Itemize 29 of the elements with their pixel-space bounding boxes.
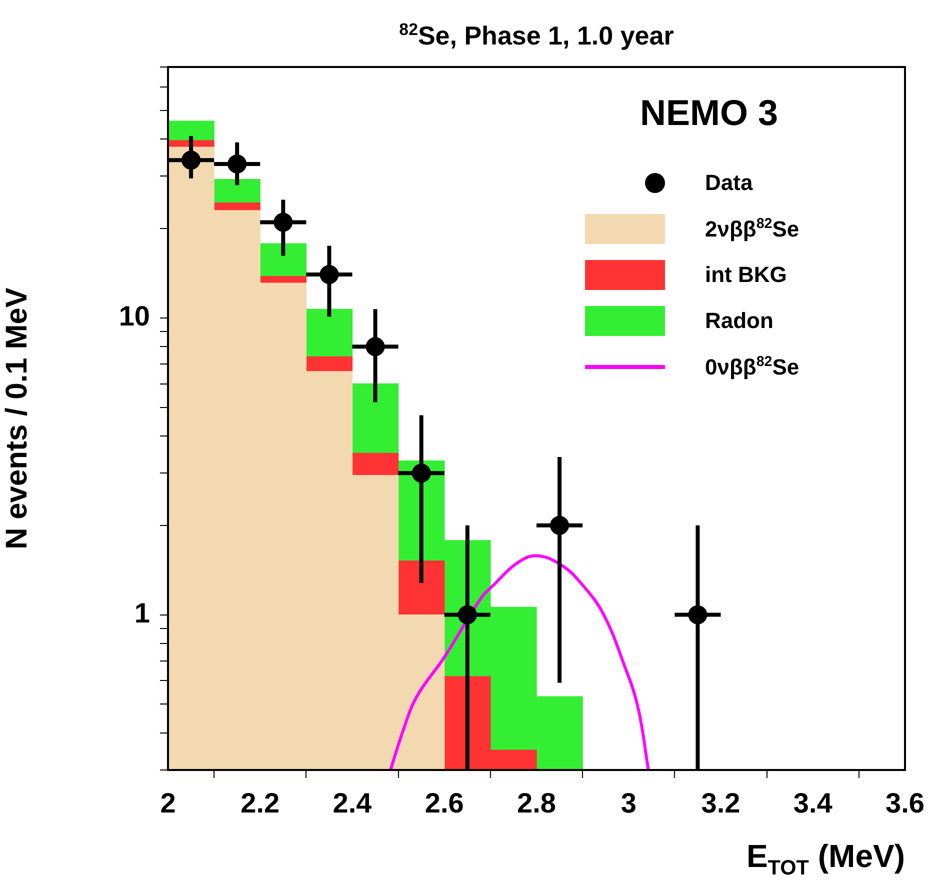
legend-label: Data bbox=[705, 170, 753, 196]
y-tick-label: 10 bbox=[118, 300, 150, 332]
x-axis-title: E$_{TOT}$ (MeV) bbox=[746, 838, 905, 880]
legend-label: int BKG bbox=[705, 262, 787, 288]
chart-title: $^{82}$Se, Phase 1, 1.0 year bbox=[398, 20, 675, 52]
x-tick-label: 2.8 bbox=[517, 788, 556, 819]
bar bbox=[352, 452, 399, 476]
x-tick-label: 2.4 bbox=[332, 788, 372, 819]
legend-label: 2νββ$^{82}$Se bbox=[705, 216, 800, 242]
bar bbox=[398, 560, 445, 616]
x-tick-label: 3 bbox=[620, 788, 636, 819]
bar bbox=[306, 356, 353, 372]
annotation: NEMO 3 bbox=[640, 92, 778, 134]
bar bbox=[214, 178, 260, 204]
x-tick-label: 3.4 bbox=[793, 788, 833, 819]
line-series bbox=[388, 554, 650, 770]
x-tick-label: 3.2 bbox=[701, 788, 740, 819]
y-axis-title: N events / 0.1 MeV bbox=[0, 288, 34, 550]
legend-label: Radon bbox=[705, 308, 774, 334]
y-tick-label: 1 bbox=[134, 597, 150, 628]
bar bbox=[352, 383, 399, 454]
bar bbox=[168, 120, 214, 141]
x-tick-label: 2.6 bbox=[424, 788, 464, 819]
legend-label: 0νββ$^{82}$Se bbox=[705, 354, 800, 380]
x-tick-label: 2 bbox=[160, 788, 176, 819]
bar bbox=[306, 308, 353, 358]
x-tick-label: 3.6 bbox=[886, 788, 924, 819]
bar bbox=[260, 243, 307, 277]
x-tick-label: 2.2 bbox=[240, 788, 280, 819]
